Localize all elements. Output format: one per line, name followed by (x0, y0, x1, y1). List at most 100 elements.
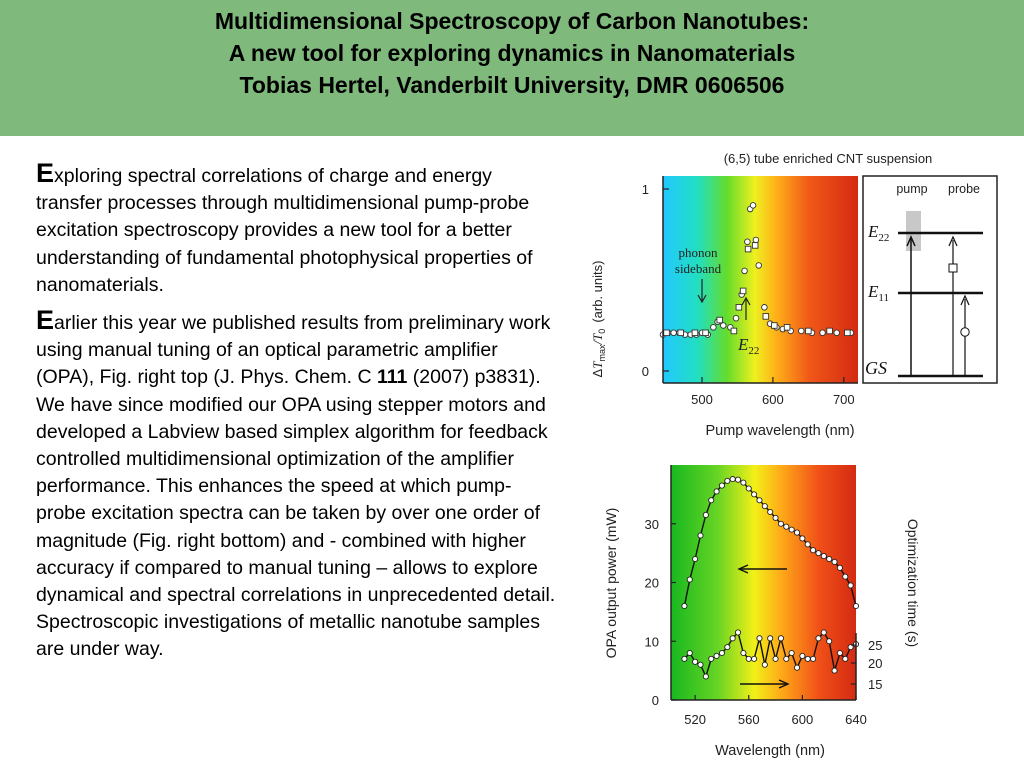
data-point-power (772, 514, 779, 521)
data-point-power (793, 529, 801, 536)
data-point-power (767, 508, 774, 516)
data-point-circle (732, 314, 740, 322)
data-point-time (756, 635, 763, 642)
x-axis-label-top: Pump wavelength (nm) (705, 423, 854, 439)
data-point-time (751, 655, 758, 662)
annotation-phonon: phonon (679, 245, 719, 260)
x-tick-label: 560 (738, 712, 760, 727)
e22-arrow-head (741, 296, 751, 306)
data-point-time (729, 635, 736, 642)
data-point-power (799, 535, 806, 542)
data-point-power (686, 576, 693, 583)
pump-label: pump (896, 182, 927, 196)
bottom-figure: OPA output power (mW) Optimization time … (603, 465, 921, 759)
data-point-circle (755, 262, 762, 269)
data-point-time (702, 673, 709, 680)
data-point-power (842, 573, 849, 580)
data-point-power (820, 553, 827, 560)
svg-text:Optimization time (s): Optimization time (s) (905, 519, 921, 647)
data-point-circle (761, 304, 768, 311)
data-point-circle (710, 324, 717, 331)
data-point-time (692, 658, 699, 665)
data-point-square (735, 304, 743, 311)
data-point-time (793, 664, 801, 671)
data-point-power (697, 532, 704, 539)
x-axis-label-bottom: Wavelength (nm) (715, 743, 825, 759)
x-tick-label: 600 (762, 392, 784, 407)
data-point-time (761, 661, 768, 668)
bottom-axis-ticks: 520 560 600 640 0 10 20 30 25 20 15 (645, 465, 882, 727)
data-point-power (681, 602, 688, 610)
data-point-time (804, 655, 811, 662)
data-point-circle (833, 329, 840, 337)
data-point-circle (819, 329, 826, 337)
data-point-power (708, 497, 715, 504)
top-data-marks (659, 202, 855, 338)
data-point-circle (749, 202, 757, 209)
data-point-power (761, 503, 768, 510)
x-tick-label: 700 (833, 392, 855, 407)
volume-number: 111 (376, 366, 408, 389)
phonon-arrow-head (697, 294, 707, 304)
data-point-power (729, 476, 736, 483)
x-tick-label: 500 (691, 392, 713, 407)
x-tick-label: 600 (792, 712, 814, 727)
data-point-circle (741, 267, 748, 275)
data-point-power (740, 479, 747, 486)
data-point-circle (670, 329, 677, 337)
plot-area-top (663, 176, 858, 383)
dropcap: E (36, 305, 55, 336)
y-tick-label: 0 (652, 693, 659, 708)
paragraph-1: Exploring spectral correlations of charg… (36, 158, 556, 299)
data-point-square (783, 324, 791, 331)
paragraph-2-text-b: (2007) p3831). We have since modified ou… (36, 366, 556, 661)
data-point-power (777, 520, 784, 527)
data-point-time (815, 635, 822, 642)
data-point-power (713, 488, 720, 495)
y-tick-label: 0 (642, 364, 649, 379)
header-banner: Multidimensional Spectroscopy of Carbon … (0, 0, 1024, 136)
data-point-power (852, 602, 860, 610)
data-point-power (847, 582, 854, 589)
data-point-time (740, 649, 747, 657)
e22-level-label: E22 (867, 222, 889, 244)
data-point-power (702, 511, 709, 518)
x-tick-label: 640 (845, 712, 867, 727)
right-y-tick-label: 20 (868, 656, 882, 671)
data-point-circle (744, 238, 751, 246)
data-point-square (744, 245, 752, 253)
data-point-square (702, 329, 709, 337)
data-point-time (772, 655, 779, 662)
data-point-time (788, 649, 795, 657)
data-point-time (681, 655, 688, 662)
data-point-power (724, 477, 731, 484)
data-point-time (826, 638, 833, 645)
data-point-power (718, 482, 725, 489)
data-point-power (831, 558, 838, 565)
probe-label: probe (948, 182, 980, 196)
y-tick-label: 10 (645, 634, 659, 649)
annotation-sideband: sideband (675, 261, 722, 276)
top-figure: (6,5) tube enriched CNT suspension ΔTmax… (590, 151, 998, 439)
energy-level-inset: pump probe E22 E11 GS (862, 175, 998, 384)
right-y-tick-label: 15 (868, 677, 882, 692)
data-point-power (815, 550, 822, 557)
data-point-power (783, 523, 790, 530)
y-axis-label: ΔTmax/T0(arb. units) (590, 261, 607, 378)
data-point-time (734, 629, 742, 636)
svg-text:OPA output power (mW): OPA output power (mW) (603, 508, 619, 659)
data-point-square (716, 316, 723, 324)
data-point-time (718, 649, 725, 657)
data-point-power (745, 485, 752, 492)
data-point-power (788, 526, 795, 533)
data-point-square (739, 287, 747, 295)
data-point-square (691, 329, 699, 337)
dropcap: E (36, 158, 55, 188)
data-point-square (751, 242, 759, 249)
chart-title: (6,5) tube enriched CNT suspension (724, 151, 933, 166)
y-tick-label: 30 (645, 517, 659, 532)
data-point-time (724, 644, 731, 651)
y-tick-label: 20 (645, 576, 659, 591)
data-point-power (751, 491, 758, 498)
data-point-time (708, 655, 715, 662)
